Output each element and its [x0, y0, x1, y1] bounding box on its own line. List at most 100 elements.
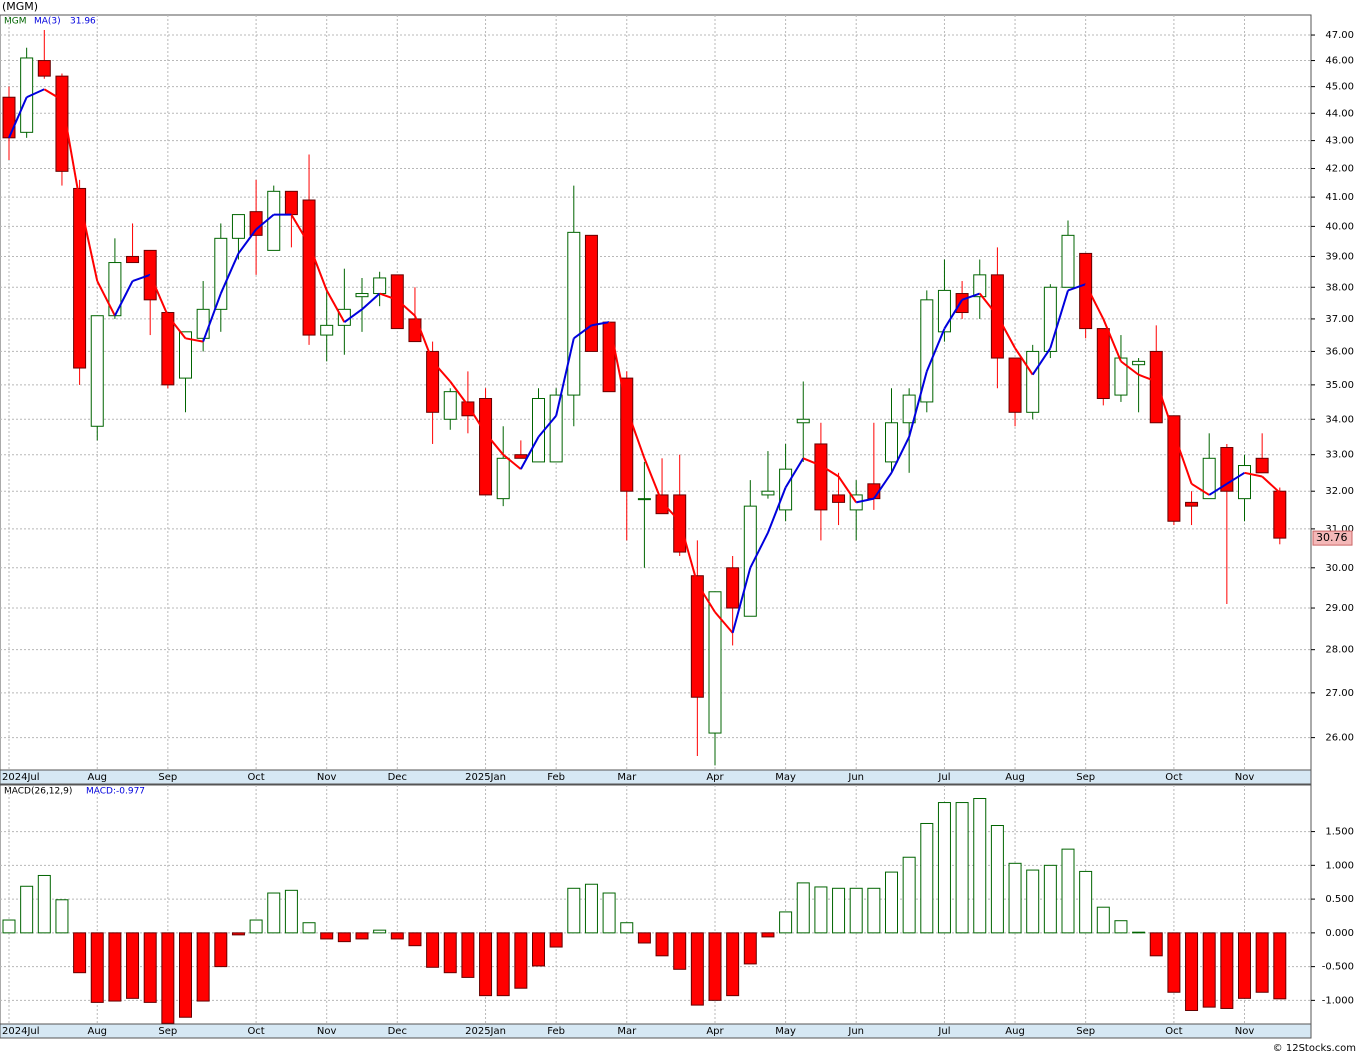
macd-bar [973, 798, 987, 934]
candle-body [655, 494, 669, 515]
macd-bar [1096, 906, 1110, 934]
macd-bar [584, 883, 598, 934]
ma-segment [943, 299, 963, 330]
ma-segment [678, 520, 699, 584]
x-tick-label: Dec [388, 772, 407, 783]
macd-bar [355, 932, 369, 940]
macd-bar [796, 882, 810, 934]
macd-bar [937, 802, 951, 934]
macd-bar [1132, 931, 1146, 934]
macd-bar [408, 932, 422, 947]
x-tick-label: Oct [247, 772, 264, 783]
ma-segment [608, 321, 628, 410]
y-tick-label: 26.00 [1325, 733, 1354, 744]
candle-body [761, 490, 775, 496]
candle-body [1255, 457, 1269, 474]
candle-body [408, 318, 422, 343]
y-tick-label: 42.00 [1325, 164, 1354, 175]
x-tick-label: Nov [1235, 772, 1255, 783]
macd-bar [214, 932, 228, 968]
ma-segment [1049, 290, 1069, 349]
macd-bar [1273, 932, 1287, 1000]
x-tick-label: Mar [617, 772, 637, 783]
macd-bar [673, 932, 687, 970]
y-tick-label: -1.000 [1322, 995, 1354, 1006]
candle-body [1061, 234, 1075, 288]
y-tick-label: 34.00 [1325, 414, 1354, 425]
ma-segment [185, 337, 204, 343]
macd-bar [902, 856, 916, 934]
macd-bar [779, 911, 793, 934]
y-tick-label: 46.00 [1325, 56, 1354, 67]
candle-body [620, 377, 634, 492]
candle-body [902, 394, 916, 424]
candle-body [214, 237, 228, 310]
macd-bar [814, 886, 828, 934]
candle-body [2, 96, 16, 139]
candle-body [179, 331, 192, 379]
candle-body [832, 494, 846, 503]
ma-segment [767, 487, 787, 534]
y-tick-label: 44.00 [1325, 108, 1354, 119]
candle-body [567, 231, 581, 396]
x-tick-label: Sep [158, 772, 177, 783]
x-tick-label: Feb [547, 772, 565, 783]
ma-segment [1226, 471, 1246, 485]
macd-bar [743, 932, 757, 965]
x-tick-label: Aug [87, 772, 107, 783]
ma-segment [431, 360, 452, 383]
macd-bar [143, 932, 157, 1003]
ma-segment [167, 315, 187, 339]
macd-bar [549, 932, 563, 948]
chart-title: (MGM) [2, 0, 38, 13]
macd-bar [885, 871, 898, 934]
macd-bar [1008, 862, 1022, 934]
x-tick-label: Mar [617, 1026, 637, 1037]
candle-body [55, 75, 69, 172]
macd-bar [337, 932, 351, 943]
ma-segment [908, 371, 928, 438]
macd-bar [1202, 932, 1216, 1008]
candle-body [337, 308, 351, 326]
ma-segment [255, 213, 275, 231]
macd-bar [532, 932, 545, 967]
y-tick-label: 0.000 [1325, 928, 1354, 939]
macd-bar [832, 887, 846, 934]
x-tick-label: Jul [937, 772, 950, 783]
macd-label: MACD:-0.977 [86, 787, 145, 797]
candle-body [231, 214, 245, 239]
ma-segment [661, 501, 681, 522]
y-tick-label: 1.500 [1325, 827, 1354, 838]
y-tick-label: 37.00 [1325, 314, 1354, 325]
ma-segment [1138, 373, 1157, 383]
x-tick-label: Sep [1076, 1026, 1095, 1037]
macd-bar [461, 932, 475, 978]
candle-body [1220, 447, 1234, 492]
ma-segment [26, 88, 45, 99]
candle-body [920, 299, 934, 403]
ma-segment [1191, 482, 1210, 496]
candle-body [1202, 457, 1216, 500]
ma-segment [555, 338, 575, 417]
macd-bar [179, 932, 192, 1018]
candle-body [602, 321, 616, 393]
candle-body [514, 454, 528, 459]
macd-bar [231, 932, 245, 936]
x-tick-label: Aug [1005, 772, 1025, 783]
ma-segment [114, 280, 134, 317]
candle-body [743, 505, 757, 617]
candle-body [690, 575, 704, 698]
candle-body [249, 211, 263, 236]
x-tick-label: Sep [1076, 772, 1095, 783]
y-tick-label: 38.00 [1325, 282, 1354, 293]
y-tick-label: 31.00 [1325, 524, 1354, 535]
candle-body [637, 498, 651, 501]
ma-segment [343, 308, 363, 323]
candle-body [37, 60, 51, 77]
macd-bar [955, 802, 969, 934]
macd-bar [390, 932, 404, 940]
x-tick-label: Sep [158, 1026, 177, 1037]
candle-body [1096, 328, 1110, 400]
x-axis-band [0, 1023, 1312, 1039]
